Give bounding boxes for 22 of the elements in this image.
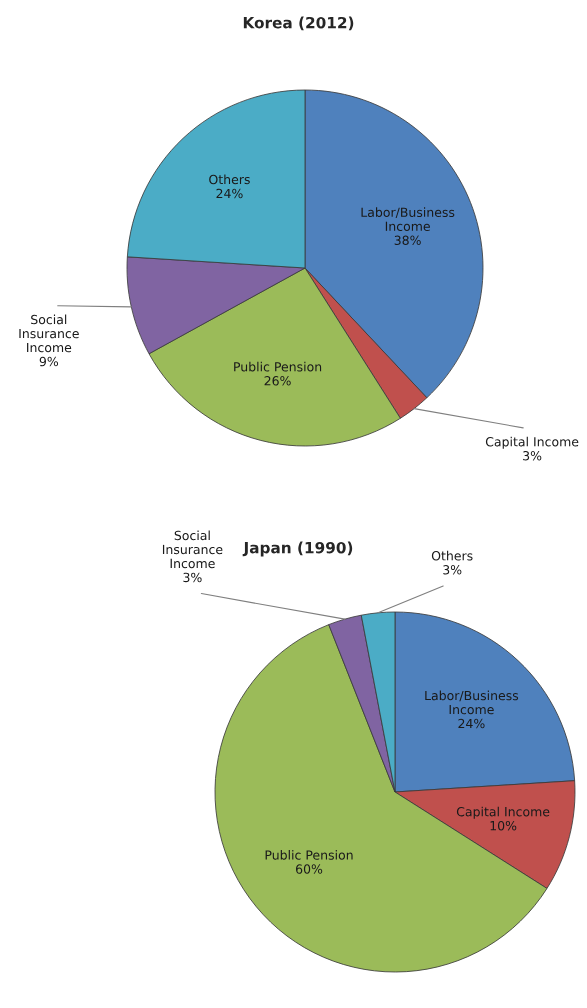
data-label: 3% (443, 565, 462, 575)
slice-label: Others (431, 550, 473, 561)
slice-label: Social Insurance Income (162, 530, 223, 569)
data-label: 9% (39, 356, 59, 367)
slice-label: Social Insurance Income (19, 314, 79, 353)
data-label: 60% (295, 864, 323, 874)
text: Japan (1990) (242, 541, 353, 557)
slice-label: Capital Income (456, 806, 550, 819)
data-label: 24% (216, 188, 243, 199)
data-label: 3% (523, 451, 542, 461)
chart-title: Korea (2012) (243, 16, 354, 31)
slice-label: Public Pension (265, 850, 353, 860)
slice-label: Public Pension (234, 361, 322, 372)
data-label: 3% (183, 572, 202, 583)
data-label: 24% (458, 718, 485, 729)
data-label: 26% (264, 376, 291, 386)
slice-label: Labor/Business Income (361, 207, 455, 231)
slice-label: Labor/Business Income (425, 690, 519, 715)
data-label: 10% (490, 820, 517, 831)
slice-label: Others (209, 174, 250, 185)
data-label: 38% (394, 235, 421, 245)
slice-label: Capital Income (485, 436, 579, 449)
